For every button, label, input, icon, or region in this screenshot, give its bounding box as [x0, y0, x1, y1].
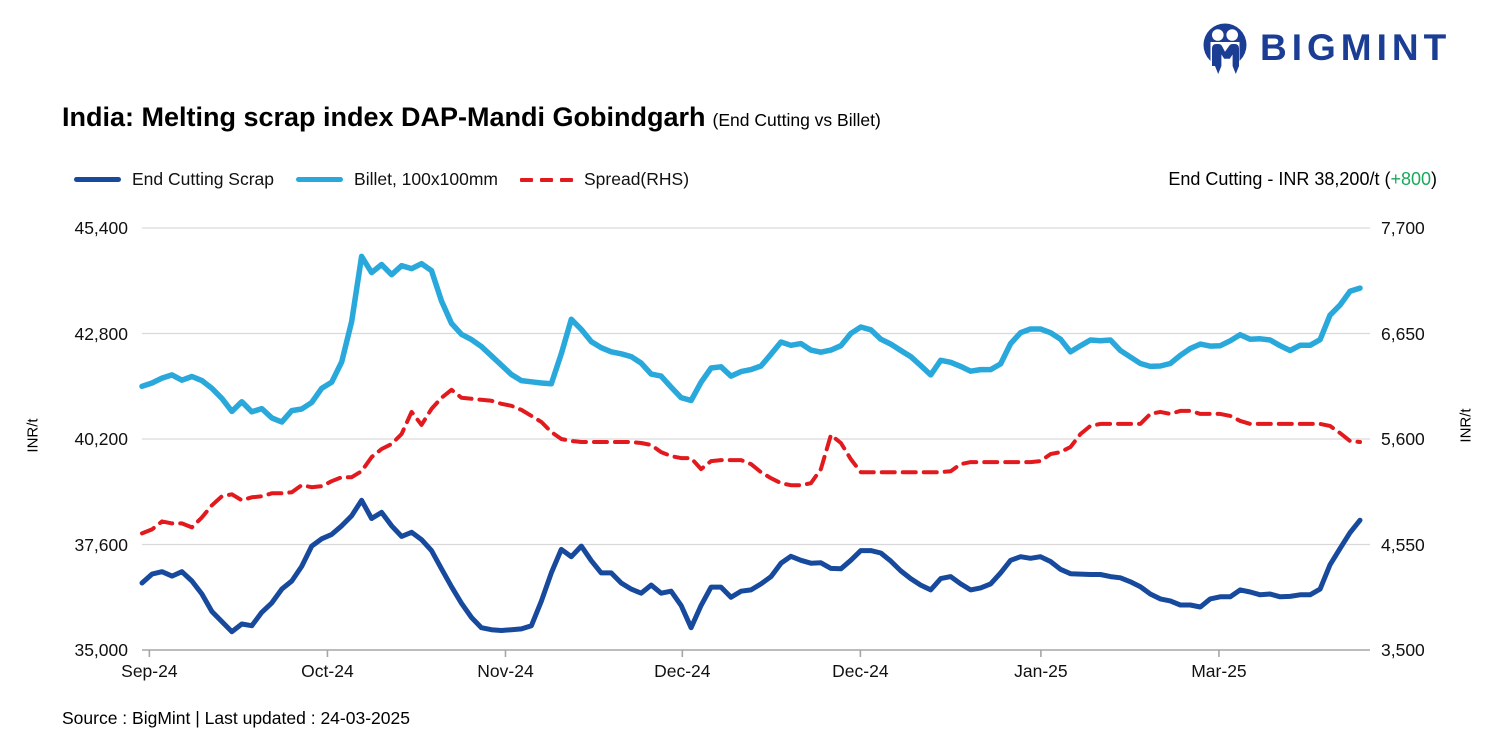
latest-price-close: ) — [1431, 169, 1437, 189]
chart-title-main: India: Melting scrap index DAP-Mandi Gob… — [62, 102, 706, 132]
legend-label-billet: Billet, 100x100mm — [354, 169, 498, 189]
x-axis-tick-label: Oct-24 — [301, 661, 354, 681]
chart-legend: End Cutting Scrap Billet, 100x100mm Spre… — [74, 169, 689, 190]
y-axis-tick-left: 40,200 — [74, 429, 128, 449]
y-axis-tick-right: 4,550 — [1381, 534, 1425, 555]
y-axis-tick-left: 42,800 — [74, 323, 128, 344]
end-cutting-scrap-line — [139, 497, 1363, 635]
spread-dash-swatch — [520, 177, 573, 182]
y-axis-tick-right: 3,500 — [1381, 640, 1425, 660]
x-axis-tick-label: Mar-25 — [1191, 661, 1247, 681]
y-axis-tick-left: 45,400 — [74, 218, 128, 238]
y-axis-title-left: INR/t — [24, 418, 42, 453]
x-axis-tick-label: Jan-25 — [1014, 661, 1068, 681]
x-axis-tick-label: Dec-24 — [654, 661, 711, 681]
x-axis-tick-label: Sep-24 — [121, 661, 178, 681]
x-axis-tick-label: Nov-24 — [477, 661, 534, 681]
legend-label-end-cutting: End Cutting Scrap — [132, 169, 275, 189]
y-axis-tick-right: 5,600 — [1381, 429, 1425, 449]
y-axis-tick-left: 37,600 — [74, 534, 128, 555]
end-cutting-line-swatch — [74, 177, 121, 182]
bigmint-logo-text: BIGMINT — [1260, 27, 1452, 68]
y-axis-tick-right: 7,700 — [1381, 218, 1425, 238]
source-footer: Source : BigMint | Last updated : 24-03-… — [62, 708, 410, 728]
latest-price-text: End Cutting - INR 38,200/t ( — [1168, 169, 1391, 189]
legend-label-spread: Spread(RHS) — [584, 169, 690, 189]
billet-line-swatch — [296, 177, 344, 182]
legend-item-billet: Billet, 100x100mm — [296, 169, 498, 190]
bigmint-logo: BIGMINT — [1202, 22, 1451, 78]
bigmint-logo-icon — [1203, 23, 1247, 74]
billet-100x100mm-line — [139, 253, 1363, 425]
legend-item-end-cutting: End Cutting Scrap — [74, 169, 274, 190]
chart-title: India: Melting scrap index DAP-Mandi Gob… — [62, 102, 881, 133]
price-change-badge: +800 — [1390, 169, 1431, 189]
spread-rhs--line — [140, 387, 1362, 536]
legend-item-spread: Spread(RHS) — [520, 169, 689, 190]
x-axis-tick-label: Dec-24 — [832, 661, 889, 681]
y-axis-title-right: INR/t — [1457, 408, 1475, 443]
y-axis-tick-left: 35,000 — [74, 640, 128, 660]
chart-title-sub: (End Cutting vs Billet) — [712, 110, 881, 130]
y-axis-tick-right: 6,650 — [1381, 323, 1425, 344]
latest-price-annotation: End Cutting - INR 38,200/t (+800) — [1168, 169, 1437, 190]
